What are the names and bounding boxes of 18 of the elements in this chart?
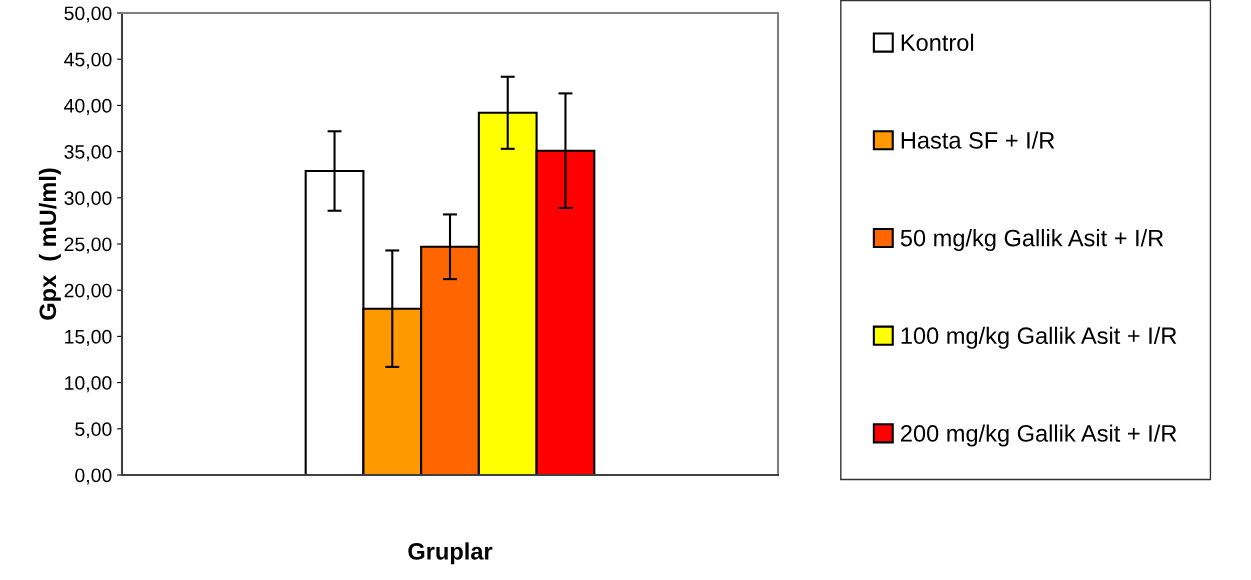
y-tick-label: 5,00 (75, 422, 112, 439)
y-tick-label: 35,00 (64, 145, 112, 162)
y-tick-label: 30,00 (64, 191, 112, 208)
y-tick-label: 50,00 (64, 6, 112, 23)
legend-label: Kontrol (901, 33, 974, 52)
y-tick-label: 25,00 (64, 237, 112, 254)
y-axis-title: Gpx ( mU/ml) (38, 168, 61, 320)
y-tick-label: 0,00 (75, 468, 112, 485)
y-tick-label: 10,00 (65, 376, 112, 393)
y-tick-label: 45,00 (64, 52, 112, 69)
y-tick-label: 40,00 (64, 98, 112, 115)
legend-label: 100 mg/kg Gallik Asit + I/R (901, 326, 1177, 349)
x-axis-title: Gruplar (408, 542, 493, 565)
y-tick-label: 15,00 (65, 329, 112, 346)
legend-label: Hasta SF + I/R (901, 131, 1055, 149)
y-tick-label: 20,00 (64, 283, 112, 300)
legend-label: 50 mg/kg Gallik Asit + I/R (900, 229, 1164, 252)
legend-label: 200 mg/kg Gallik Asit + I/R (901, 424, 1177, 447)
